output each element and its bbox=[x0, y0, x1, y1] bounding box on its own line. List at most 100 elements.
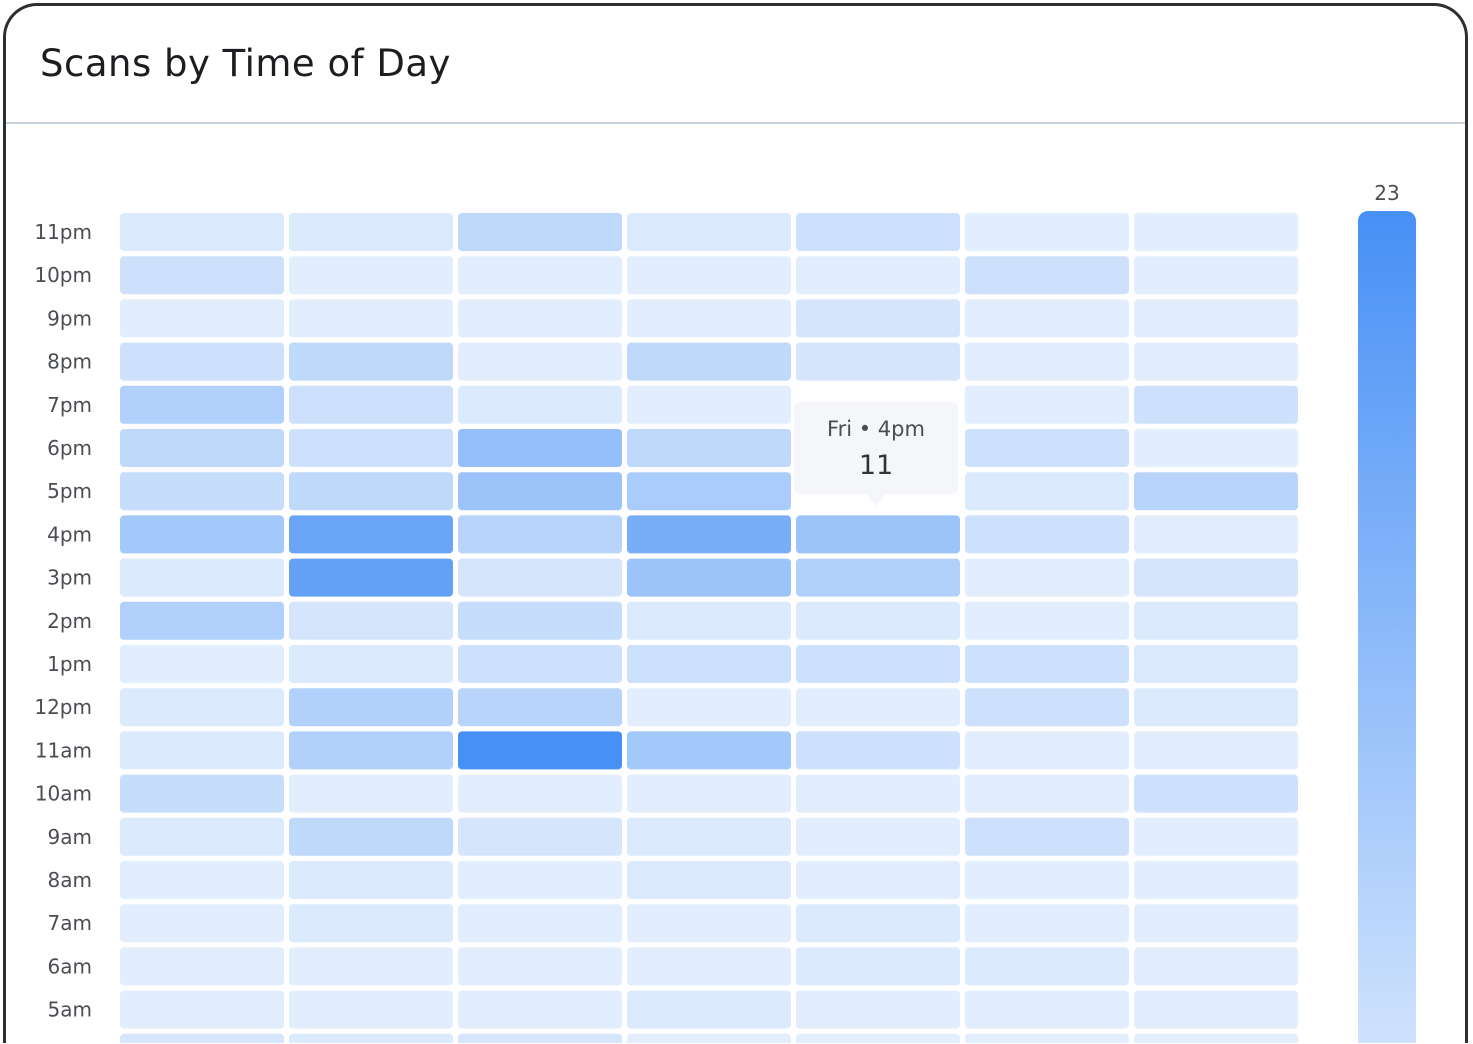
heatmap-cell-8am-3[interactable] bbox=[627, 861, 791, 899]
heatmap-cell-11am-5[interactable] bbox=[965, 731, 1129, 770]
heatmap-cell-9pm-4[interactable] bbox=[796, 299, 960, 338]
heatmap-cell-7pm-0[interactable] bbox=[120, 385, 284, 424]
heatmap-cell-9am-3[interactable] bbox=[627, 817, 791, 856]
heatmap-cell-7pm-2[interactable] bbox=[458, 385, 622, 424]
heatmap-cell-8am-4[interactable] bbox=[796, 861, 960, 899]
heatmap-cell-1pm-6[interactable] bbox=[1134, 645, 1298, 683]
heatmap-cell-9am-0[interactable] bbox=[120, 817, 284, 856]
heatmap-cell-4am-5[interactable] bbox=[965, 1033, 1129, 1043]
heatmap-cell-9am-2[interactable] bbox=[458, 817, 622, 856]
heatmap-cell-6pm-2[interactable] bbox=[458, 429, 622, 467]
heatmap-cell-10pm-5[interactable] bbox=[965, 256, 1129, 295]
heatmap-cell-7pm-3[interactable] bbox=[627, 385, 791, 424]
heatmap-cell-7pm-1[interactable] bbox=[289, 385, 453, 424]
heatmap-cell-8am-2[interactable] bbox=[458, 861, 622, 899]
heatmap-cell-10pm-1[interactable] bbox=[289, 256, 453, 295]
heatmap-cell-6pm-5[interactable] bbox=[965, 429, 1129, 467]
heatmap-cell-5am-3[interactable] bbox=[627, 990, 791, 1029]
heatmap-cell-7am-0[interactable] bbox=[120, 904, 284, 943]
heatmap-cell-4pm-4[interactable] bbox=[796, 515, 960, 554]
heatmap-cell-2pm-0[interactable] bbox=[120, 601, 284, 640]
heatmap-cell-4pm-5[interactable] bbox=[965, 515, 1129, 554]
heatmap-cell-11pm-1[interactable] bbox=[289, 213, 453, 251]
heatmap-cell-7am-6[interactable] bbox=[1134, 904, 1298, 943]
heatmap-cell-7am-1[interactable] bbox=[289, 904, 453, 943]
heatmap-cell-7pm-6[interactable] bbox=[1134, 385, 1298, 424]
heatmap-cell-6am-4[interactable] bbox=[796, 947, 960, 986]
heatmap-cell-12pm-2[interactable] bbox=[458, 688, 622, 727]
heatmap-cell-4am-2[interactable] bbox=[458, 1033, 622, 1043]
heatmap-cell-9pm-0[interactable] bbox=[120, 299, 284, 338]
heatmap-cell-9am-5[interactable] bbox=[965, 817, 1129, 856]
heatmap-cell-11am-6[interactable] bbox=[1134, 731, 1298, 770]
heatmap-cell-10am-0[interactable] bbox=[120, 774, 284, 813]
heatmap-cell-8am-0[interactable] bbox=[120, 861, 284, 899]
heatmap-cell-8pm-6[interactable] bbox=[1134, 342, 1298, 381]
heatmap-cell-6pm-3[interactable] bbox=[627, 429, 791, 467]
heatmap-cell-3pm-6[interactable] bbox=[1134, 558, 1298, 597]
heatmap-cell-11am-4[interactable] bbox=[796, 731, 960, 770]
heatmap-cell-10am-5[interactable] bbox=[965, 774, 1129, 813]
heatmap-cell-11pm-3[interactable] bbox=[627, 213, 791, 251]
heatmap-cell-2pm-4[interactable] bbox=[796, 601, 960, 640]
heatmap-cell-4pm-6[interactable] bbox=[1134, 515, 1298, 554]
heatmap-cell-1pm-5[interactable] bbox=[965, 645, 1129, 683]
heatmap-cell-9am-1[interactable] bbox=[289, 817, 453, 856]
heatmap-cell-6am-3[interactable] bbox=[627, 947, 791, 986]
heatmap-cell-3pm-4[interactable] bbox=[796, 558, 960, 597]
heatmap-cell-5am-0[interactable] bbox=[120, 990, 284, 1029]
heatmap-cell-12pm-0[interactable] bbox=[120, 688, 284, 727]
heatmap-cell-3pm-3[interactable] bbox=[627, 558, 791, 597]
heatmap-cell-5pm-6[interactable] bbox=[1134, 472, 1298, 511]
heatmap-cell-4pm-3[interactable] bbox=[627, 515, 791, 554]
heatmap-cell-4pm-0[interactable] bbox=[120, 515, 284, 554]
heatmap-cell-2pm-3[interactable] bbox=[627, 601, 791, 640]
heatmap-cell-2pm-6[interactable] bbox=[1134, 601, 1298, 640]
heatmap-cell-11am-2[interactable] bbox=[458, 731, 622, 770]
heatmap-cell-1pm-4[interactable] bbox=[796, 645, 960, 683]
heatmap-cell-12pm-6[interactable] bbox=[1134, 688, 1298, 727]
heatmap-cell-10pm-3[interactable] bbox=[627, 256, 791, 295]
heatmap-cell-3pm-2[interactable] bbox=[458, 558, 622, 597]
heatmap-cell-5pm-3[interactable] bbox=[627, 472, 791, 511]
heatmap-cell-9am-4[interactable] bbox=[796, 817, 960, 856]
heatmap-cell-3pm-0[interactable] bbox=[120, 558, 284, 597]
heatmap-cell-9pm-2[interactable] bbox=[458, 299, 622, 338]
heatmap-cell-4am-3[interactable] bbox=[627, 1033, 791, 1043]
heatmap-cell-8am-5[interactable] bbox=[965, 861, 1129, 899]
heatmap-cell-12pm-1[interactable] bbox=[289, 688, 453, 727]
heatmap-cell-9am-6[interactable] bbox=[1134, 817, 1298, 856]
heatmap-cell-1pm-2[interactable] bbox=[458, 645, 622, 683]
heatmap-cell-6am-0[interactable] bbox=[120, 947, 284, 986]
heatmap-cell-1pm-3[interactable] bbox=[627, 645, 791, 683]
heatmap-cell-10am-1[interactable] bbox=[289, 774, 453, 813]
heatmap-cell-8am-6[interactable] bbox=[1134, 861, 1298, 899]
heatmap-cell-8pm-2[interactable] bbox=[458, 342, 622, 381]
heatmap-cell-10am-4[interactable] bbox=[796, 774, 960, 813]
heatmap-cell-2pm-1[interactable] bbox=[289, 601, 453, 640]
heatmap-cell-2pm-5[interactable] bbox=[965, 601, 1129, 640]
heatmap-cell-4am-0[interactable] bbox=[120, 1033, 284, 1043]
heatmap-cell-4pm-1[interactable] bbox=[289, 515, 453, 554]
heatmap-cell-7am-2[interactable] bbox=[458, 904, 622, 943]
heatmap-cell-1pm-1[interactable] bbox=[289, 645, 453, 683]
heatmap-cell-5am-4[interactable] bbox=[796, 990, 960, 1029]
heatmap-cell-5am-6[interactable] bbox=[1134, 990, 1298, 1029]
heatmap-cell-6am-2[interactable] bbox=[458, 947, 622, 986]
heatmap-cell-11pm-6[interactable] bbox=[1134, 213, 1298, 251]
heatmap-cell-1pm-0[interactable] bbox=[120, 645, 284, 683]
heatmap-cell-9pm-6[interactable] bbox=[1134, 299, 1298, 338]
heatmap-cell-10pm-6[interactable] bbox=[1134, 256, 1298, 295]
heatmap-cell-11am-1[interactable] bbox=[289, 731, 453, 770]
heatmap-cell-7am-3[interactable] bbox=[627, 904, 791, 943]
heatmap-cell-12pm-5[interactable] bbox=[965, 688, 1129, 727]
heatmap-cell-8pm-0[interactable] bbox=[120, 342, 284, 381]
heatmap-cell-4am-4[interactable] bbox=[796, 1033, 960, 1043]
heatmap-cell-7am-5[interactable] bbox=[965, 904, 1129, 943]
heatmap-cell-6pm-0[interactable] bbox=[120, 429, 284, 467]
heatmap-cell-4am-1[interactable] bbox=[289, 1033, 453, 1043]
heatmap-cell-4am-6[interactable] bbox=[1134, 1033, 1298, 1043]
heatmap-cell-10am-3[interactable] bbox=[627, 774, 791, 813]
heatmap-cell-5am-2[interactable] bbox=[458, 990, 622, 1029]
heatmap-cell-9pm-3[interactable] bbox=[627, 299, 791, 338]
